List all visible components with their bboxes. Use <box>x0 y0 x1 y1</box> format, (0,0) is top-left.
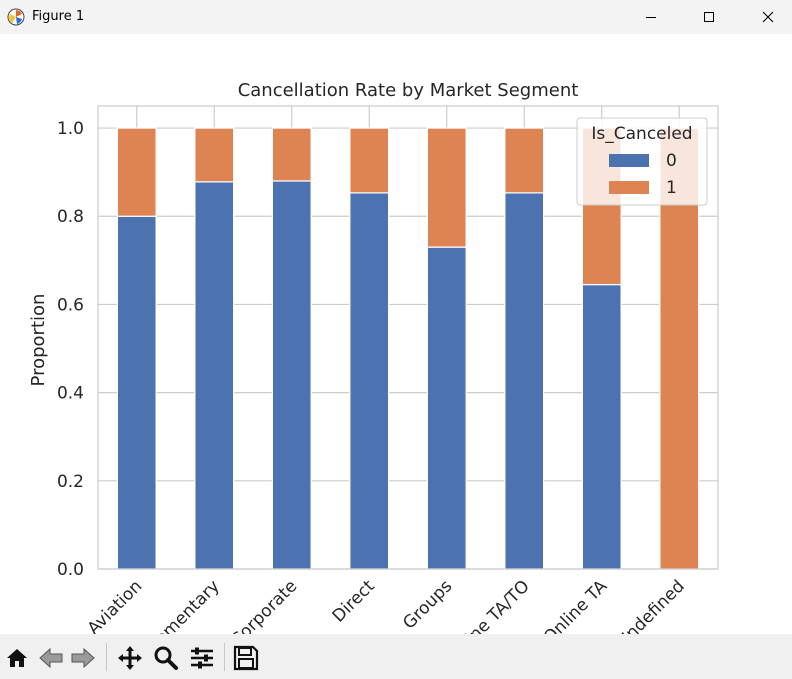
close-button[interactable] <box>745 0 791 34</box>
bar-series-0-2 <box>271 180 312 570</box>
legend-swatch-0 <box>609 154 649 167</box>
x-tick-label: Corporate <box>227 576 301 634</box>
forward-arrow-icon <box>71 647 95 669</box>
toolbar-separator <box>224 643 225 671</box>
close-icon <box>762 11 774 23</box>
pan-button[interactable] <box>117 645 143 671</box>
legend-label-0: 0 <box>666 151 677 171</box>
bar-series-0-5 <box>504 192 545 570</box>
y-ticks: 0.0 0.2 0.4 0.6 0.8 1.0 <box>57 119 84 580</box>
bar-series-0-0 <box>116 215 157 570</box>
toolbar-separator <box>106 643 107 671</box>
configure-subplots-button[interactable] <box>189 645 215 671</box>
legend[interactable]: Is_Canceled 0 1 <box>576 117 708 206</box>
matplotlib-icon <box>7 8 25 26</box>
window-title: Figure 1 <box>32 9 85 24</box>
y-axis-label: Proportion <box>28 294 49 387</box>
bar-chart: Cancellation Rate by Market Segment Prop… <box>28 80 719 634</box>
bar-series-1-2 <box>271 127 312 182</box>
bars <box>116 127 700 570</box>
bar-series-0-1 <box>194 181 235 570</box>
y-tick-label: 0.8 <box>57 207 84 227</box>
x-tick-label: Undefined <box>613 576 689 634</box>
minimize-icon <box>646 17 656 18</box>
zoom-icon <box>154 646 178 670</box>
figure-canvas[interactable]: Cancellation Rate by Market Segment Prop… <box>0 34 792 634</box>
maximize-icon <box>704 12 714 22</box>
navigation-toolbar <box>0 634 792 679</box>
home-button[interactable] <box>4 645 30 671</box>
save-icon <box>233 645 259 671</box>
y-tick-label: 0.6 <box>57 295 84 315</box>
x-tick-label: Aviation <box>84 576 147 634</box>
title-bar: Figure 1 <box>0 0 792 34</box>
minimize-button[interactable] <box>628 0 674 34</box>
y-tick-label: 0.2 <box>57 472 84 492</box>
maximize-button[interactable] <box>686 0 732 34</box>
legend-swatch-1 <box>609 181 649 194</box>
configure-subplots-icon <box>191 647 213 669</box>
back-button[interactable] <box>38 645 64 671</box>
bar-series-1-3 <box>349 127 390 194</box>
bar-series-1-1 <box>194 127 235 183</box>
x-tick-label: Groups <box>399 576 456 633</box>
bar-series-0-6 <box>581 283 622 570</box>
home-icon <box>7 649 27 667</box>
y-tick-label: 0.4 <box>57 384 84 404</box>
bar-series-1-4 <box>426 127 467 248</box>
bar-series-0-3 <box>349 192 390 570</box>
back-arrow-icon <box>39 647 63 669</box>
y-tick-label: 1.0 <box>57 119 84 139</box>
bar-series-1-0 <box>116 127 157 217</box>
zoom-button[interactable] <box>153 645 179 671</box>
x-tick-label: Offline TA/TO <box>441 576 534 634</box>
y-tick-label: 0.0 <box>57 560 84 580</box>
bar-series-1-5 <box>504 127 545 194</box>
legend-title: Is_Canceled <box>591 124 692 144</box>
bar-series-0-4 <box>426 246 467 570</box>
pan-icon <box>118 646 142 670</box>
x-tick-label: Online TA <box>540 576 612 634</box>
forward-button[interactable] <box>70 645 96 671</box>
plot-frame <box>97 105 719 570</box>
save-button[interactable] <box>233 645 259 671</box>
x-tick-label: Direct <box>329 576 379 626</box>
chart-title: Cancellation Rate by Market Segment <box>238 80 579 101</box>
legend-label-1: 1 <box>666 178 677 198</box>
